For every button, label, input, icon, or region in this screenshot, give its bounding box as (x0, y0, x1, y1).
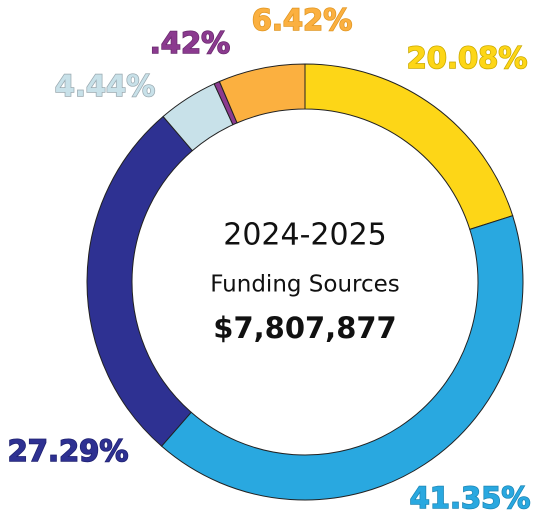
value-label: 41.35% (410, 481, 531, 515)
value-label: .42% (150, 26, 230, 60)
value-label: 4.44% (55, 69, 156, 103)
donut-segment (218, 63, 306, 124)
donut-segment (160, 215, 524, 501)
value-label: 27.29% (8, 434, 129, 468)
donut-segment (86, 115, 194, 447)
center-total: $7,807,877 (213, 311, 396, 345)
value-label: 20.08% (407, 41, 528, 75)
donut-segment (304, 63, 514, 230)
center-year: 2024-2025 (223, 218, 387, 253)
center-subtitle: Funding Sources (210, 272, 400, 298)
value-label: 6.42% (252, 3, 353, 37)
